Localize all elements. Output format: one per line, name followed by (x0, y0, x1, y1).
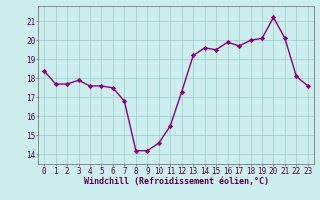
X-axis label: Windchill (Refroidissement éolien,°C): Windchill (Refroidissement éolien,°C) (84, 177, 268, 186)
